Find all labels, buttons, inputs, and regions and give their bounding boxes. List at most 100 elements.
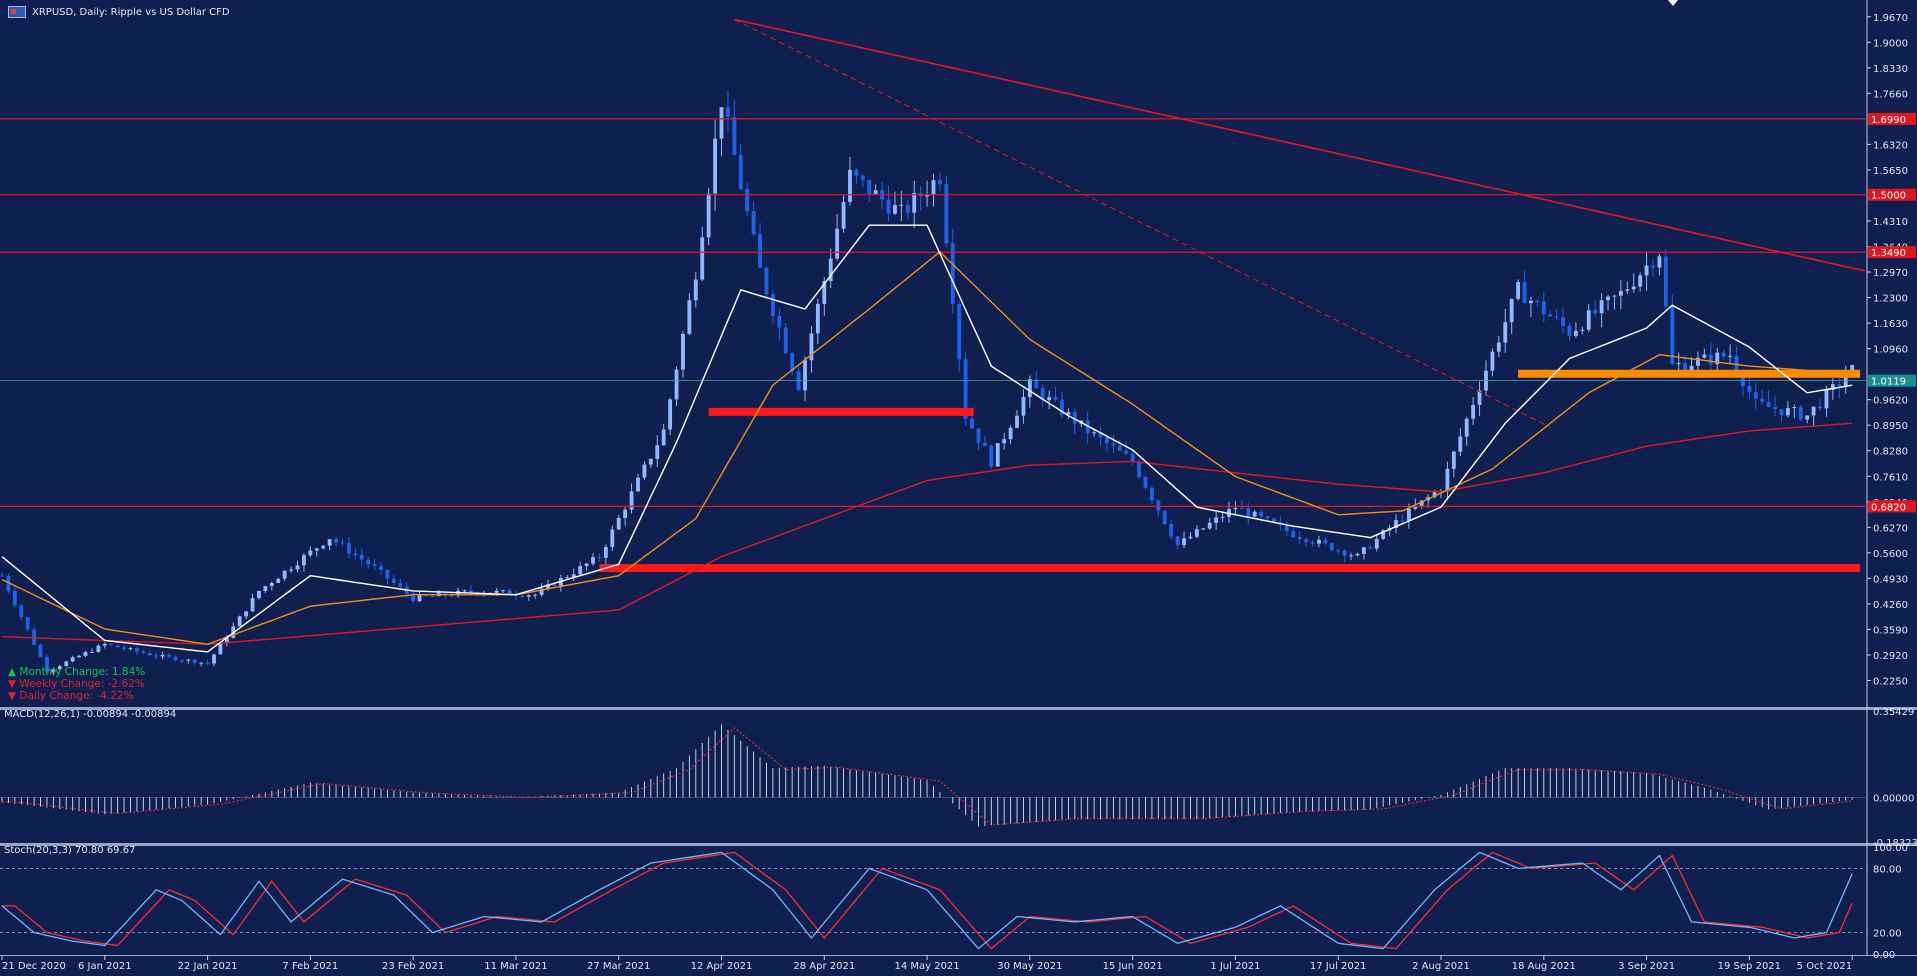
candle-body bbox=[1490, 351, 1495, 371]
currency-flag-icon bbox=[8, 6, 26, 18]
candle-body bbox=[1336, 550, 1341, 552]
time-tick-label: 30 May 2021 bbox=[997, 961, 1062, 972]
candle-body bbox=[912, 193, 917, 213]
candle-body bbox=[1837, 384, 1842, 387]
candle-body bbox=[379, 566, 383, 570]
time-tick-label: 17 Jul 2021 bbox=[1310, 961, 1367, 972]
candle-body bbox=[1329, 543, 1334, 551]
pane-separator bbox=[0, 843, 1917, 846]
candle-body bbox=[276, 578, 281, 583]
candle-body bbox=[1599, 300, 1604, 314]
candle-body bbox=[1124, 450, 1129, 454]
candle-body bbox=[1105, 437, 1109, 444]
candle-body bbox=[1381, 530, 1386, 539]
time-tick-label: 27 Mar 2021 bbox=[587, 961, 650, 972]
candle-body bbox=[57, 666, 62, 670]
level-price-tag bbox=[1868, 246, 1916, 259]
candle-body bbox=[713, 138, 718, 194]
ma-slow-line bbox=[1, 422, 1853, 646]
candle-body bbox=[860, 175, 865, 180]
candle-body bbox=[1561, 317, 1565, 326]
candle-body bbox=[591, 557, 595, 564]
candle-body bbox=[726, 107, 730, 117]
candle-body bbox=[1651, 265, 1655, 268]
candle-body bbox=[366, 559, 371, 565]
candle-body bbox=[1047, 397, 1052, 401]
stoch-tick-label: 100.00 bbox=[1873, 843, 1908, 854]
candle-body bbox=[1451, 451, 1456, 469]
candle-body bbox=[346, 543, 351, 554]
candle-body bbox=[1368, 547, 1373, 549]
candle-body bbox=[1201, 528, 1206, 530]
candle-body bbox=[257, 590, 261, 599]
candle-body bbox=[154, 655, 159, 657]
candle-body bbox=[835, 228, 840, 259]
candle-body bbox=[687, 300, 692, 334]
price-tick-label: 0.4260 bbox=[1873, 600, 1908, 611]
price-tick-label: 0.4930 bbox=[1873, 574, 1908, 585]
price-tick-label: 1.0960 bbox=[1873, 345, 1908, 356]
candle-body bbox=[944, 184, 949, 244]
level-price-label: 1.6990 bbox=[1871, 115, 1906, 126]
candle-body bbox=[1034, 379, 1039, 389]
time-tick-label: 15 Jun 2021 bbox=[1103, 961, 1163, 972]
support-zone bbox=[708, 407, 974, 416]
price-tick-label: 1.5650 bbox=[1873, 166, 1908, 177]
candle-body bbox=[1374, 538, 1379, 549]
candle-body bbox=[1670, 306, 1675, 365]
macd-tick-label: -0.18323 bbox=[1873, 838, 1917, 849]
candle-body bbox=[1259, 511, 1264, 517]
candle-body bbox=[192, 659, 197, 664]
candle-body bbox=[96, 645, 101, 652]
candle-body bbox=[1644, 265, 1649, 276]
candle-body bbox=[539, 588, 544, 595]
candle-body bbox=[1798, 407, 1803, 420]
candle-body bbox=[411, 593, 416, 602]
price-tick-label: 1.2300 bbox=[1873, 294, 1908, 305]
candle-body bbox=[51, 669, 56, 673]
candle-body bbox=[610, 529, 615, 547]
price-tick-label: 1.4310 bbox=[1873, 217, 1908, 228]
candle-body bbox=[449, 595, 454, 597]
candle-body bbox=[321, 545, 326, 549]
candle-body bbox=[629, 491, 634, 510]
candle-body bbox=[828, 258, 833, 282]
candle-body bbox=[1400, 520, 1405, 522]
candle-body bbox=[758, 234, 762, 268]
candle-body bbox=[533, 594, 538, 596]
candle-body bbox=[1458, 436, 1463, 452]
macd-histogram bbox=[1, 724, 1853, 827]
pane-separator bbox=[0, 707, 1917, 710]
daily-change: ▼ Daily Change: -4.22% bbox=[8, 690, 134, 702]
candle-body bbox=[289, 569, 294, 571]
candle-body bbox=[70, 657, 75, 662]
candle-body bbox=[199, 662, 204, 664]
candle-body bbox=[1066, 412, 1071, 415]
chart-title: XRPUSD, Daily: Ripple vs US Dollar CFD bbox=[32, 6, 230, 18]
candle-body bbox=[469, 590, 473, 593]
candle-body bbox=[1272, 518, 1276, 523]
candle-body bbox=[1830, 384, 1835, 390]
time-tick-label: 14 May 2021 bbox=[894, 961, 959, 972]
time-tick-label: 6 Jan 2021 bbox=[78, 961, 132, 972]
candle-body bbox=[655, 445, 660, 459]
candle-body bbox=[1284, 524, 1289, 532]
candle-body bbox=[1406, 508, 1411, 521]
candle-body bbox=[1432, 492, 1437, 498]
candle-body bbox=[1529, 300, 1533, 304]
candle-body bbox=[1606, 296, 1610, 301]
candle-body bbox=[122, 647, 126, 649]
change-stats: ▲ Monthly Change: 1.84% ▼ Weekly Change:… bbox=[8, 666, 145, 702]
candle-body bbox=[1631, 286, 1636, 290]
candle-body bbox=[109, 643, 114, 646]
candle-body bbox=[282, 570, 287, 579]
candle-body bbox=[1130, 453, 1135, 462]
candle-body bbox=[1785, 408, 1790, 416]
time-tick-label: 21 Dec 2020 bbox=[2, 961, 66, 972]
candle-body bbox=[1342, 550, 1347, 556]
candle-body bbox=[1696, 357, 1700, 366]
candle-body bbox=[1676, 363, 1681, 365]
candle-body bbox=[359, 555, 364, 560]
